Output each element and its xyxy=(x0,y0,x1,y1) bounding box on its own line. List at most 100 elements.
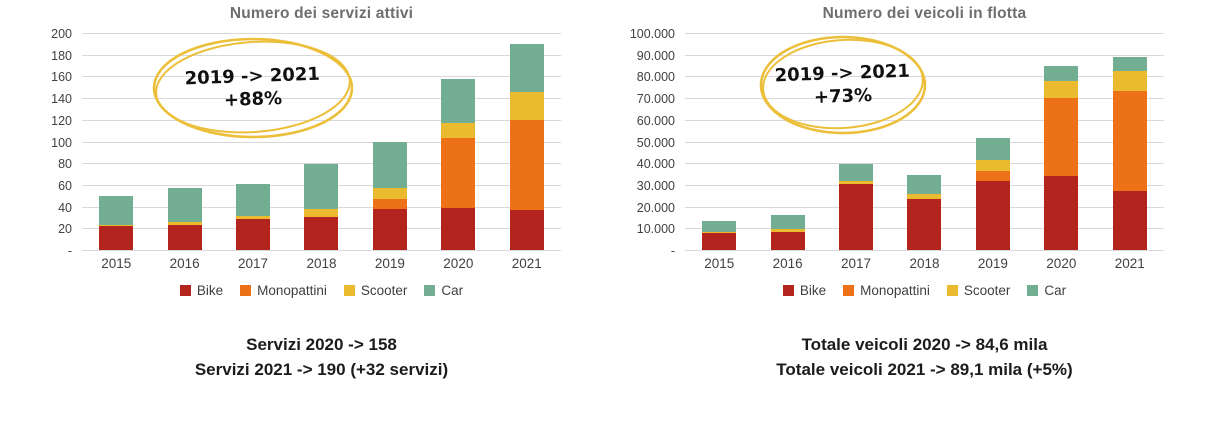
bar-segment-car xyxy=(907,175,942,194)
bar-segment-bike xyxy=(907,199,942,250)
x-tick-label: 2015 xyxy=(101,256,132,271)
legend-item-scooter: Scooter xyxy=(343,283,408,298)
y-tick-label: 50.000 xyxy=(636,135,675,150)
legend-swatch-icon xyxy=(946,285,958,296)
gridline xyxy=(685,250,1164,251)
bar-segment-bike xyxy=(770,231,805,250)
bar-segment-bike xyxy=(236,218,271,250)
bar-segment-bike xyxy=(1044,176,1079,250)
x-tick-label: 2018 xyxy=(306,256,337,271)
bar-segment-car xyxy=(1044,66,1079,81)
y-tick-label: 60.000 xyxy=(636,113,675,128)
y-tick-label: 120 xyxy=(51,113,72,128)
legend-item-car: Car xyxy=(1027,283,1066,298)
bar-segment-car xyxy=(99,195,134,226)
bar-2015 xyxy=(99,195,134,250)
legend-label: Scooter xyxy=(963,283,1011,298)
bar-2020 xyxy=(1044,66,1079,250)
bar-segment-car xyxy=(975,138,1010,160)
bar-segment-scooter xyxy=(702,231,737,233)
legend-swatch-icon xyxy=(1027,285,1039,296)
bar-segment-car xyxy=(839,164,874,181)
bar-2017 xyxy=(236,183,271,250)
legend-label: Car xyxy=(1044,283,1067,298)
bar-segment-bike xyxy=(839,183,874,250)
y-tick-label: 30.000 xyxy=(636,178,675,193)
bar-2019 xyxy=(975,138,1010,250)
bar-segment-car xyxy=(770,214,805,229)
bar-segment-scooter xyxy=(770,228,805,232)
bars xyxy=(685,33,1164,250)
bar-segment-monopattini xyxy=(1044,98,1079,177)
y-tick-label: 90.000 xyxy=(636,48,675,63)
bar-2018 xyxy=(304,164,339,250)
bar-segment-bike xyxy=(372,208,407,250)
x-axis: 2015 2016 2017 2018 2019 2020 2021 xyxy=(685,256,1164,271)
bar-segment-bike xyxy=(167,225,202,250)
x-tick-label: 2019 xyxy=(977,256,1008,271)
y-axis: 100.000 90.000 80.000 70.000 60.000 50.000 40.… xyxy=(607,27,685,258)
plot-row: 100.000 90.000 80.000 70.000 60.000 50.000 40.… xyxy=(630,27,1164,258)
bar-segment-monopattini xyxy=(975,170,1010,181)
y-tick-label: 10.000 xyxy=(636,222,675,237)
bars xyxy=(82,33,561,250)
bar-segment-car xyxy=(167,188,202,222)
bar-segment-scooter xyxy=(1112,71,1147,91)
y-tick-label: 140 xyxy=(51,92,72,107)
bar-2019 xyxy=(372,141,407,250)
legend-swatch-icon xyxy=(424,285,436,296)
y-tick-label: - xyxy=(670,244,675,258)
bar-segment-monopattini xyxy=(372,199,407,209)
bar-segment-monopattini xyxy=(441,138,476,208)
bar-2018 xyxy=(907,175,942,250)
legend: Bike Monopattini Scooter Car xyxy=(82,283,561,298)
chart-servizi-attivi: Numero dei servizi attivi 200 180 160 140 12… xyxy=(51,5,561,379)
gridline xyxy=(82,250,561,251)
legend-item-bike: Bike xyxy=(179,283,223,298)
legend-item-bike: Bike xyxy=(782,283,826,298)
bar-2015 xyxy=(702,220,737,250)
legend: Bike Monopattini Scooter Car xyxy=(685,283,1164,298)
y-tick-label: 70.000 xyxy=(636,92,675,107)
legend-label: Car xyxy=(441,283,464,298)
legend-label: Scooter xyxy=(360,283,408,298)
bar-segment-car xyxy=(441,78,476,124)
legend-swatch-icon xyxy=(240,285,252,296)
y-tick-label: 40 xyxy=(58,200,72,215)
caption-line1: Servizi 2020 -> 158 xyxy=(246,335,397,354)
bar-segment-car xyxy=(509,43,544,92)
bar-segment-scooter xyxy=(236,216,271,219)
x-tick-label: 2015 xyxy=(704,256,735,271)
bar-segment-scooter xyxy=(99,225,134,227)
x-tick-label: 2020 xyxy=(443,256,474,271)
bar-segment-scooter xyxy=(907,193,942,200)
chart-title: Numero dei veicoli in flotta xyxy=(822,5,1027,22)
bar-segment-bike xyxy=(975,180,1010,250)
bar-segment-scooter xyxy=(441,123,476,139)
y-tick-label: 20.000 xyxy=(636,200,675,215)
plot-area: 2019 -> 2021 +88% xyxy=(82,33,561,251)
bar-2017 xyxy=(839,164,874,250)
bar-segment-monopattini xyxy=(1112,90,1147,192)
y-tick-label: 160 xyxy=(51,70,72,85)
bar-segment-monopattini xyxy=(509,119,544,210)
caption-line2: Totale veicoli 2021 -> 89,1 mila (+5%) xyxy=(776,360,1073,379)
x-tick-label: 2017 xyxy=(238,256,269,271)
y-tick-label: 60 xyxy=(58,178,72,193)
bar-segment-bike xyxy=(441,207,476,250)
gridline xyxy=(82,141,561,143)
gridline xyxy=(685,33,1164,34)
legend-swatch-icon xyxy=(782,285,794,296)
gridline xyxy=(82,33,561,34)
bar-segment-car xyxy=(304,164,339,209)
gridline xyxy=(685,163,1164,165)
bar-segment-scooter xyxy=(1044,80,1079,99)
bar-2021 xyxy=(1112,56,1147,250)
bar-segment-scooter xyxy=(509,91,544,120)
legend-swatch-icon xyxy=(343,285,355,296)
y-tick-label: 80.000 xyxy=(636,70,675,85)
bar-segment-bike xyxy=(702,232,737,250)
legend-label: Monopattini xyxy=(257,283,327,298)
gridline xyxy=(82,163,561,165)
